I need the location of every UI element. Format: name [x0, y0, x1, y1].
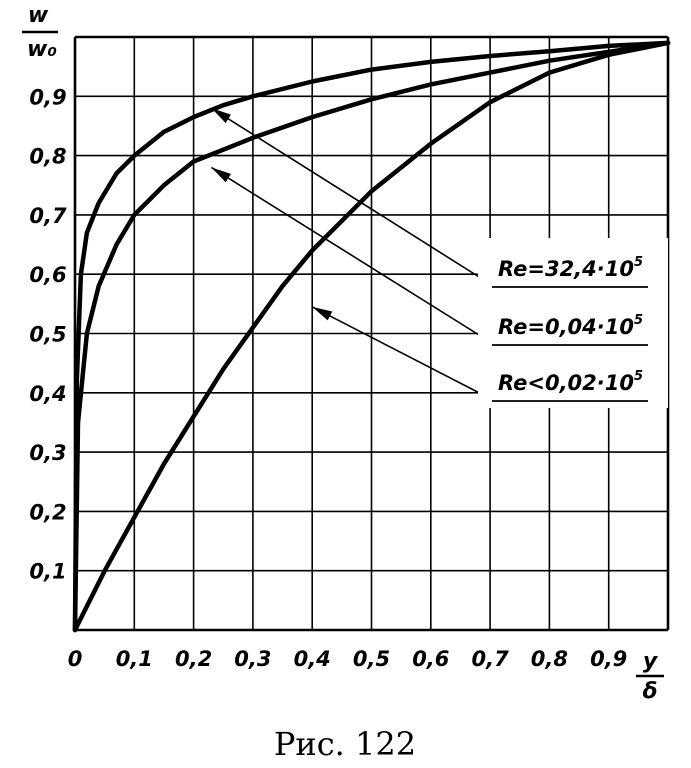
- pointer-arrowhead-0: [211, 108, 231, 124]
- pointer-line-1: [210, 166, 496, 346]
- y-tick-label: 0,3: [29, 441, 66, 465]
- series-line-1: [72, 40, 671, 633]
- figure-caption: Рис. 122: [274, 725, 416, 763]
- legend-label-1: Re=0,04·105: [498, 313, 643, 339]
- x-tick-label: 0,2: [175, 647, 212, 671]
- x-axis-label: y δ: [636, 649, 664, 704]
- series-line-2: [72, 40, 671, 633]
- legend-entry-2: Re<0,02·105: [492, 369, 648, 402]
- legend-pointer-lines: [210, 107, 496, 402]
- x-tick-label: 0,6: [412, 647, 449, 671]
- y-axis-label-numerator: w: [28, 3, 49, 28]
- legend-entry-0: Re=32,4·105: [492, 255, 648, 288]
- y-tick-label: 0,7: [29, 204, 67, 228]
- x-tick-label: 0: [68, 647, 83, 671]
- pointer-line-2: [311, 306, 496, 402]
- pointer-line-0: [210, 107, 496, 288]
- legend-label-0: Re=32,4·105: [498, 255, 643, 281]
- legend: Re=32,4·105 Re=0,04·105 Re<0,02·105: [478, 238, 668, 408]
- x-tick-label: 0,8: [531, 647, 568, 671]
- y-axis-label-denominator: w₀: [27, 37, 57, 62]
- x-tick-label: 0,9: [590, 647, 627, 671]
- y-tick-label: 0,4: [29, 382, 66, 406]
- tick-labels: 0 0,1 0,2 0,3 0,4 0,5 0,6 0,7 0,8 0,9 0,1 0,2 0,3 0,4…: [29, 85, 627, 671]
- x-axis-label-numerator: y: [643, 649, 659, 674]
- series-curves: [72, 40, 671, 633]
- legend-background: [478, 238, 668, 408]
- x-tick-label: 0,3: [234, 647, 271, 671]
- y-tick-label: 0,8: [29, 145, 66, 169]
- pointer-arrowhead-1: [211, 167, 231, 183]
- y-axis-label: w w₀: [22, 3, 58, 62]
- x-axis-label-denominator: δ: [642, 679, 657, 704]
- legend-entry-1: Re=0,04·105: [492, 313, 648, 346]
- x-tick-label: 0,5: [353, 647, 390, 671]
- x-tick-label: 0,1: [116, 647, 153, 671]
- y-tick-label: 0,1: [29, 560, 66, 584]
- x-tick-label: 0,7: [471, 647, 509, 671]
- series-line-0: [72, 40, 671, 633]
- y-tick-label: 0,2: [29, 500, 66, 524]
- pointer-arrowhead-2: [312, 306, 333, 321]
- legend-label-2: Re<0,02·105: [498, 369, 643, 395]
- y-tick-label: 0,6: [29, 263, 66, 287]
- x-tick-label: 0,4: [294, 647, 331, 671]
- y-tick-label: 0,5: [29, 323, 66, 347]
- y-tick-label: 0,9: [29, 85, 66, 109]
